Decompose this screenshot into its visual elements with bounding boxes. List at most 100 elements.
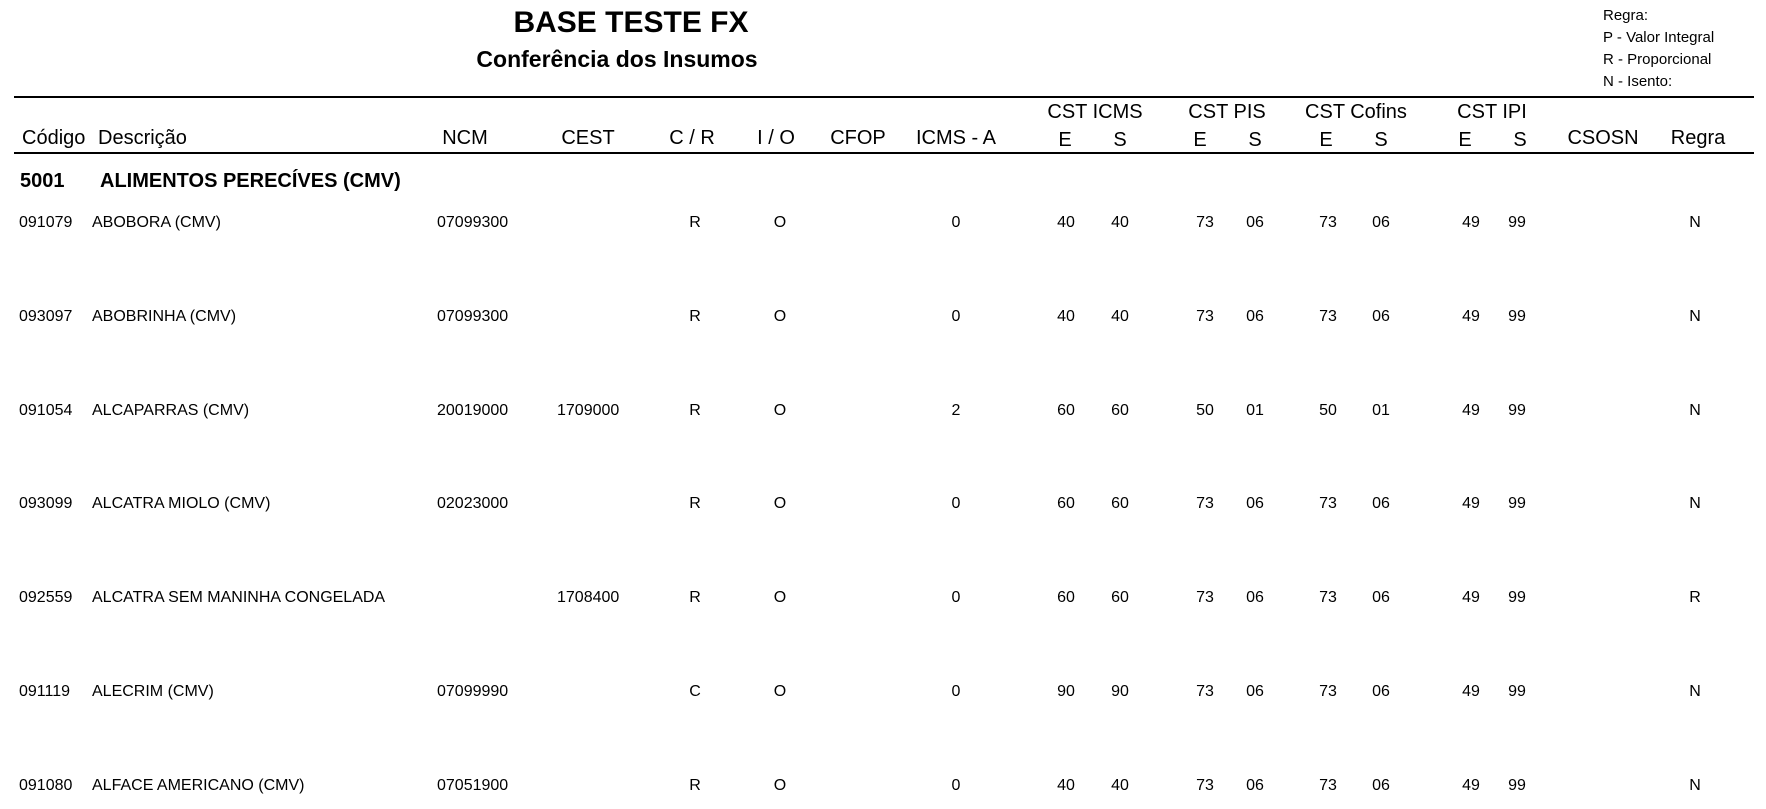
cell-icms-a: 0: [951, 214, 961, 231]
cell-ncm: 20019000: [437, 401, 509, 419]
column-group-header: CST Cofins: [1305, 101, 1407, 123]
cell-icms-s: 60: [1111, 495, 1129, 513]
cell-ipi-e: 49: [1462, 214, 1480, 231]
column-subheader: S: [1513, 129, 1527, 151]
column-header: Descrição: [98, 127, 187, 149]
column-group-header: CST IPI: [1457, 101, 1527, 123]
cell-icms-e: 60: [1057, 401, 1075, 419]
cell-icms-e: 60: [1057, 495, 1075, 513]
cell-ipi-s: 99: [1508, 495, 1526, 513]
cell-regra: R: [1689, 589, 1701, 607]
cell-codigo: 092559: [19, 589, 73, 607]
cell-cofins-e: 73: [1319, 776, 1337, 794]
cell-ncm: 07099300: [437, 307, 509, 325]
rule-legend: Regra:: [1603, 6, 1649, 24]
group-name: ALIMENTOS PERECÍVES (CMV): [100, 170, 401, 192]
cell-icms-a: 0: [951, 776, 961, 794]
cell-pis-e: 73: [1196, 589, 1214, 607]
cell-ncm: 07099300: [437, 214, 509, 231]
column-subheader: E: [1058, 129, 1072, 151]
cell-cr: R: [689, 776, 701, 794]
cell-ipi-s: 99: [1508, 589, 1526, 607]
cell-icms-a: 0: [951, 589, 961, 607]
cell-regra: N: [1689, 683, 1701, 700]
cell-ncm: 07051900: [437, 776, 509, 794]
cell-descricao: ALFACE AMERICANO (CMV): [92, 776, 305, 794]
column-subheader: S: [1374, 129, 1388, 151]
cell-descricao: ABOBRINHA (CMV): [92, 307, 237, 325]
cell-regra: N: [1689, 307, 1701, 325]
cell-io: O: [773, 214, 787, 231]
cell-cofins-s: 01: [1372, 401, 1390, 419]
cell-codigo: 091054: [19, 401, 73, 419]
column-header: Código: [22, 127, 86, 149]
cell-icms-e: 90: [1057, 683, 1075, 700]
report-subtitle: Conferência dos Insumos: [476, 46, 758, 72]
cell-cest: 1708400: [557, 589, 620, 607]
cell-cofins-e: 73: [1319, 683, 1337, 700]
cell-cofins-e: 73: [1319, 589, 1337, 607]
column-header: CFOP: [830, 127, 886, 149]
cell-icms-e: 60: [1057, 589, 1075, 607]
cell-io: O: [773, 589, 787, 607]
cell-icms-s: 40: [1111, 307, 1129, 325]
column-header: C / R: [669, 127, 715, 149]
column-header: CEST: [561, 127, 615, 149]
cell-pis-e: 50: [1196, 401, 1214, 419]
cell-pis-s: 06: [1246, 683, 1264, 700]
cell-cofins-s: 06: [1372, 589, 1390, 607]
cell-icms-s: 40: [1111, 214, 1129, 231]
header-rule: [14, 152, 1754, 154]
cell-pis-s: 06: [1246, 776, 1264, 794]
cell-ncm: 02023000: [437, 495, 509, 513]
cell-cofins-s: 06: [1372, 307, 1390, 325]
cell-io: O: [773, 495, 787, 513]
cell-regra: N: [1689, 776, 1701, 794]
column-subheader: S: [1113, 129, 1127, 151]
cell-cofins-s: 06: [1372, 776, 1390, 794]
cell-codigo: 093097: [19, 307, 73, 325]
cell-io: O: [773, 307, 787, 325]
rule-legend: P - Valor Integral: [1603, 28, 1715, 46]
cell-ipi-s: 99: [1508, 401, 1526, 419]
cell-descricao: ALCATRA MIOLO (CMV): [92, 495, 271, 513]
cell-codigo: 093099: [19, 495, 73, 513]
report-title: BASE TESTE FX: [513, 6, 749, 39]
cell-descricao: ALCAPARRAS (CMV): [92, 401, 250, 419]
column-subheader: E: [1319, 129, 1333, 151]
cell-cr: R: [689, 401, 701, 419]
column-subheader: E: [1458, 129, 1472, 151]
cell-ipi-s: 99: [1508, 214, 1526, 231]
cell-icms-a: 0: [951, 683, 961, 700]
cell-pis-s: 06: [1246, 307, 1264, 325]
cell-cofins-e: 73: [1319, 307, 1337, 325]
cell-icms-a: 0: [951, 495, 961, 513]
cell-cofins-e: 73: [1319, 495, 1337, 513]
cell-pis-e: 73: [1196, 776, 1214, 794]
cell-ipi-e: 49: [1462, 307, 1480, 325]
cell-ipi-e: 49: [1462, 683, 1480, 700]
cell-cr: R: [689, 589, 701, 607]
cell-pis-s: 06: [1246, 495, 1264, 513]
cell-descricao: ALECRIM (CMV): [92, 683, 214, 700]
cell-pis-e: 73: [1196, 495, 1214, 513]
rule-legend: N - Isento:: [1603, 72, 1673, 90]
cell-cofins-s: 06: [1372, 214, 1390, 231]
column-subheader: S: [1248, 129, 1262, 151]
column-subheader: E: [1193, 129, 1207, 151]
column-header: ICMS - A: [915, 127, 996, 149]
cell-ipi-e: 49: [1462, 589, 1480, 607]
column-group-header: CST ICMS: [1047, 101, 1143, 123]
cell-codigo: 091079: [19, 214, 73, 231]
cell-cr: C: [689, 683, 701, 700]
cell-icms-s: 40: [1111, 776, 1129, 794]
cell-ipi-s: 99: [1508, 307, 1526, 325]
header-rule: [14, 96, 1754, 98]
cell-regra: N: [1689, 214, 1701, 231]
cell-cofins-s: 06: [1372, 495, 1390, 513]
cell-pis-s: 06: [1246, 214, 1264, 231]
cell-icms-a: 2: [951, 401, 961, 419]
column-header: Regra: [1670, 127, 1726, 149]
group-code: 5001: [20, 170, 65, 192]
